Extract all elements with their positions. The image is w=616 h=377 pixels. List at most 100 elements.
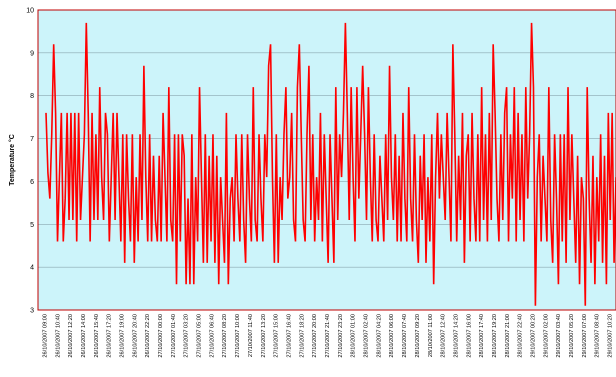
data-point [396, 241, 398, 243]
data-point [381, 198, 383, 200]
data-point [506, 86, 508, 88]
data-point [91, 112, 93, 114]
data-point [579, 283, 581, 285]
data-point [368, 86, 370, 88]
data-point [492, 43, 494, 45]
plot-frame [37, 9, 616, 311]
data-point [331, 198, 333, 200]
y-tick-label: 7 [30, 136, 34, 143]
data-point [466, 155, 468, 157]
data-point [302, 219, 304, 221]
x-tick-label: 27/10/2007 06:40 [209, 314, 215, 358]
data-point [485, 133, 487, 135]
data-point [540, 241, 542, 243]
data-point [289, 176, 291, 178]
data-point [172, 241, 174, 243]
data-point [183, 155, 185, 157]
data-point [537, 176, 539, 178]
data-point [89, 241, 91, 243]
data-point [283, 133, 285, 135]
data-point [174, 133, 176, 135]
data-point [460, 219, 462, 221]
data-point [360, 133, 362, 135]
data-point [565, 262, 567, 264]
y-tick-label: 8 [30, 93, 34, 100]
data-point [533, 86, 535, 88]
data-point [513, 86, 515, 88]
data-point [584, 305, 586, 307]
data-point [406, 241, 408, 243]
data-point [389, 65, 391, 67]
data-point [143, 65, 145, 67]
data-point [554, 133, 556, 135]
data-point [343, 112, 345, 114]
x-tick-label: 27/10/2007 05:00 [197, 314, 203, 358]
data-point [87, 112, 89, 114]
data-point [285, 86, 287, 88]
x-tick-label: 27/10/2007 15:00 [274, 314, 280, 358]
data-point [500, 133, 502, 135]
data-point [95, 133, 97, 135]
data-point [370, 176, 372, 178]
x-tick-label: 28/10/2007 12:40 [441, 314, 447, 358]
data-point [588, 198, 590, 200]
x-tick-label: 28/10/2007 09:20 [415, 314, 421, 358]
data-point [201, 176, 203, 178]
x-tick-label: 28/10/2007 19:20 [492, 314, 498, 358]
data-point [581, 176, 583, 178]
data-point [251, 241, 253, 243]
x-tick-label: 27/10/2007 00:00 [158, 314, 164, 358]
data-point [262, 241, 264, 243]
x-tick-label: 26/10/2007 14:00 [81, 314, 87, 358]
data-point [558, 283, 560, 285]
data-point [358, 198, 360, 200]
data-point [62, 241, 64, 243]
x-tick-label: 26/10/2007 12:20 [68, 314, 74, 358]
data-point [594, 283, 596, 285]
data-point [571, 133, 573, 135]
data-point [544, 198, 546, 200]
data-point [567, 86, 569, 88]
data-point [467, 133, 469, 135]
data-point [531, 22, 533, 24]
data-point [427, 176, 429, 178]
data-point [398, 155, 400, 157]
data-point [335, 86, 337, 88]
x-tick-label: 29/10/2007 02:00 [543, 314, 549, 358]
data-point [149, 133, 151, 135]
data-point [197, 241, 199, 243]
data-point [400, 241, 402, 243]
data-point [577, 155, 579, 157]
data-point [548, 86, 550, 88]
x-tick-label: 28/10/2007 04:20 [376, 314, 382, 358]
data-point [254, 219, 256, 221]
data-point [124, 262, 126, 264]
data-point [189, 283, 191, 285]
data-point [410, 198, 412, 200]
data-point [525, 86, 527, 88]
data-point [608, 112, 610, 114]
data-point [538, 133, 540, 135]
data-point [394, 133, 396, 135]
data-point [199, 86, 201, 88]
data-point [226, 112, 228, 114]
data-point [416, 219, 418, 221]
data-point [542, 155, 544, 157]
data-point [458, 155, 460, 157]
data-point [450, 241, 452, 243]
data-point [598, 241, 600, 243]
data-point [510, 133, 512, 135]
x-tick-label: 28/10/2007 01:00 [351, 314, 357, 358]
data-point [483, 219, 485, 221]
data-point [130, 241, 132, 243]
data-point [268, 65, 270, 67]
data-point [592, 155, 594, 157]
data-point [51, 133, 53, 135]
data-point [546, 241, 548, 243]
data-point [118, 176, 120, 178]
x-tick-label: 28/10/2007 17:40 [479, 314, 485, 358]
data-point [535, 305, 537, 307]
data-point [323, 133, 325, 135]
data-point [86, 22, 88, 24]
data-point [153, 155, 155, 157]
